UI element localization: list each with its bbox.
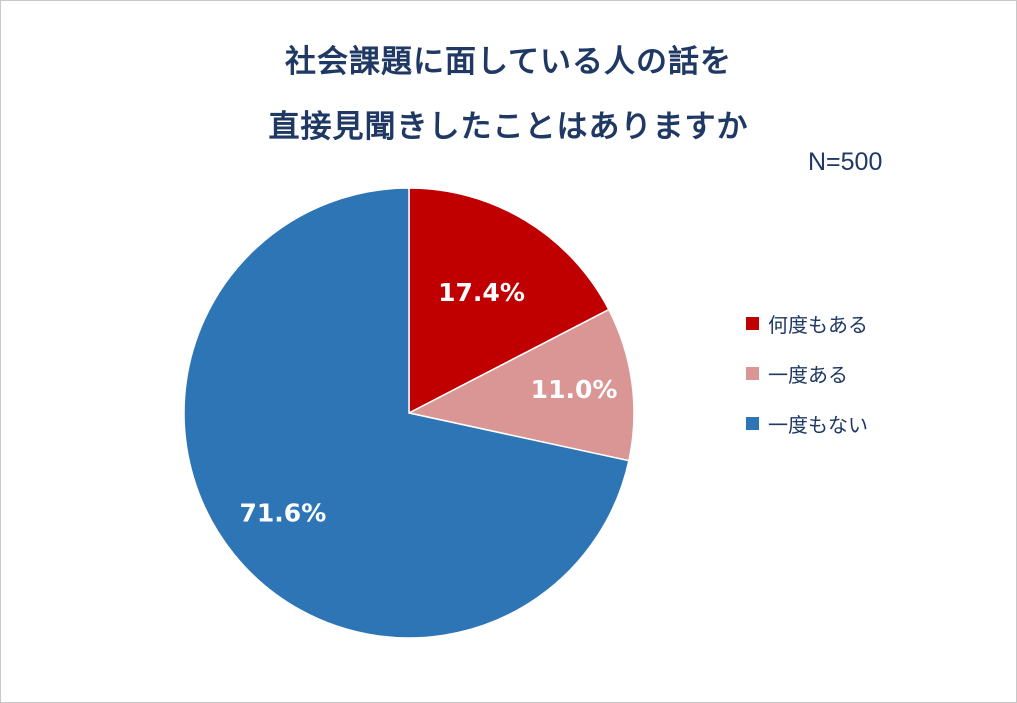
pie-slice-nandomo [408, 187, 610, 415]
chart-title-line-2: 直接見聞きしたことはありますか [268, 109, 749, 145]
slice-label-nandomo: 17.4% [438, 278, 525, 307]
legend: 何度もある 一度ある 一度もない [746, 310, 868, 460]
legend-item-ichidomonai: 一度もない [746, 410, 868, 437]
slice-label-ichidomonai: 71.6% [240, 499, 327, 528]
slice-label-ichido: 11.0% [531, 375, 618, 404]
pie-slice-ichidomonai [183, 187, 630, 639]
legend-label-ichidomonai: 一度もない [768, 412, 868, 437]
legend-swatch-ichido [746, 366, 759, 380]
legend-item-ichido: 一度ある [746, 360, 868, 387]
legend-label-ichido: 一度ある [768, 362, 848, 387]
sample-size-label: N=500 [808, 148, 883, 176]
legend-label-nandomo: 何度もある [768, 312, 868, 337]
chart-title-line-1: 社会課題に面している人の話を [284, 44, 733, 80]
legend-swatch-nandomo [746, 316, 759, 330]
legend-swatch-ichidomonai [746, 416, 759, 430]
pie-slice-ichido [406, 308, 635, 462]
legend-item-nandomo: 何度もある [746, 310, 868, 337]
